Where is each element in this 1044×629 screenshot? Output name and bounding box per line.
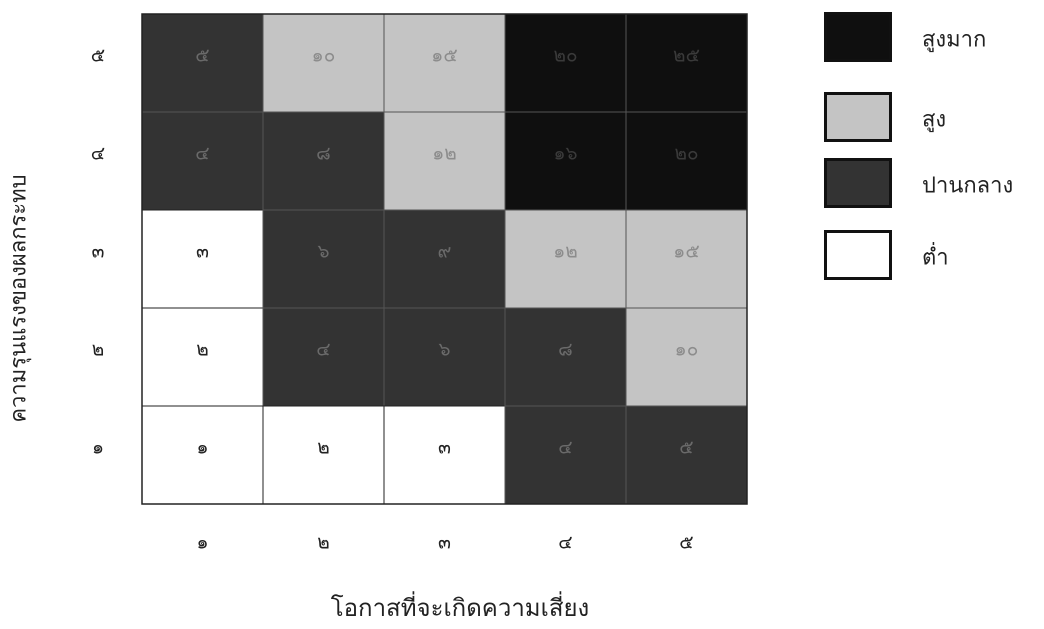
legend-swatch-medium — [824, 158, 892, 208]
x-tick-label: ๕ — [679, 532, 693, 554]
y-tick-label: ๕ — [91, 45, 105, 67]
matrix-cell-value: ๑๖ — [553, 143, 577, 165]
matrix-cell-value: ๑๐ — [675, 339, 699, 361]
matrix-cell-r3-c3 — [383, 209, 506, 309]
matrix-cell-r4-c5 — [625, 111, 748, 211]
legend-label-high: สูง — [922, 107, 947, 133]
matrix-cell-value: ๑๒ — [553, 241, 578, 263]
matrix-cell-r2-c2 — [262, 307, 385, 407]
legend-item-very-high: สูงมาก — [824, 12, 1039, 66]
matrix-cell-r4-c2 — [262, 111, 385, 211]
matrix-border — [141, 13, 748, 505]
matrix-cell-value: ๓ — [196, 241, 209, 263]
matrix-cell-r4-c4 — [504, 111, 627, 211]
matrix-cell-r3-c1 — [141, 209, 264, 309]
matrix-cell-value: ๘ — [558, 339, 573, 361]
matrix-cell-value: ๔ — [558, 437, 572, 459]
matrix-cell-value: ๑๕ — [431, 45, 457, 67]
y-tick-label: ๑ — [92, 437, 104, 459]
matrix-cell-r2-c5 — [625, 307, 748, 407]
y-tick-label: ๔ — [91, 143, 105, 165]
legend-label-very-high: สูงมาก — [922, 27, 987, 53]
matrix-cell-r2-c1 — [141, 307, 264, 407]
legend-swatch-low — [824, 230, 892, 280]
matrix-cell-value: ๙ — [438, 241, 452, 263]
x-tick-label: ๒ — [317, 532, 330, 554]
matrix-cell-r5-c5 — [625, 13, 748, 113]
matrix-cell-r4-c1 — [141, 111, 264, 211]
matrix-cell-value: ๒๐ — [553, 45, 577, 67]
matrix-cell-r2-c3 — [383, 307, 506, 407]
x-tick-label: ๑ — [196, 532, 208, 554]
matrix-cell-value: ๑๒ — [432, 143, 457, 165]
matrix-cell-r4-c3 — [383, 111, 506, 211]
legend-label-medium: ปานกลาง — [922, 173, 1014, 199]
matrix-cell-value: ๒ — [317, 437, 330, 459]
matrix-cell-value: ๕ — [195, 45, 209, 67]
matrix-cell-value: ๑๐ — [312, 45, 336, 67]
y-axis-label-text: ความรุนแรงของผลกระทบ — [6, 173, 32, 423]
matrix-cell-value: ๔ — [195, 143, 209, 165]
matrix-cell-r1-c2 — [262, 405, 385, 505]
legend-swatch-high — [824, 92, 892, 142]
matrix-cell-value: ๖ — [438, 339, 450, 361]
matrix-cell-value: ๒๕ — [673, 45, 700, 67]
matrix-cell-value: ๓ — [438, 437, 451, 459]
matrix-cell-value: ๑ — [196, 437, 208, 459]
x-axis-label: โอกาสที่จะเกิดความเสี่ยง — [330, 594, 590, 622]
matrix-cell-r5-c1 — [141, 13, 264, 113]
matrix-cell-value: ๒ — [196, 339, 209, 361]
matrix-cell-r5-c3 — [383, 13, 506, 113]
matrix-cell-value: ๒๐ — [674, 143, 698, 165]
y-tick-label: ๒ — [92, 339, 105, 361]
matrix-cell-value: ๘ — [316, 143, 331, 165]
legend-label-low: ต่ำ — [922, 245, 949, 271]
matrix-cell-value: ๔ — [316, 339, 330, 361]
x-tick-label: ๓ — [438, 532, 451, 554]
legend-item-medium: ปานกลาง — [824, 158, 1039, 212]
matrix-cell-r2-c4 — [504, 307, 627, 407]
legend-swatch-very-high — [824, 12, 892, 62]
x-tick-label: ๔ — [558, 532, 572, 554]
matrix-cell-value: ๖ — [317, 241, 329, 263]
matrix-cell-r3-c4 — [504, 209, 627, 309]
matrix-cell-r1-c5 — [625, 405, 748, 505]
legend-item-low: ต่ำ — [824, 230, 1039, 284]
matrix-cell-value: ๑๕ — [673, 241, 699, 263]
y-tick-label: ๓ — [92, 241, 105, 263]
legend-item-high: สูง — [824, 92, 1039, 146]
matrix-cell-value: ๕ — [679, 437, 693, 459]
y-axis-label: ความรุนแรงของผลกระทบ — [0, 98, 36, 498]
matrix-cell-r1-c3 — [383, 405, 506, 505]
